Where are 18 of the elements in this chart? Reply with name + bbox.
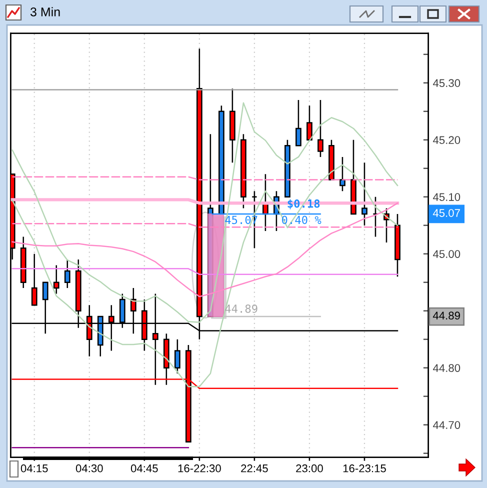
y-tick-label: 45.20 (433, 136, 460, 144)
y-tick-label: 44.80 (433, 364, 460, 372)
x-tick-label: 16-23:15 (343, 464, 386, 472)
x-tick-label: 04:30 (76, 464, 103, 472)
x-tick-label: 16-22:30 (178, 464, 221, 472)
text: 44.89 (432, 312, 460, 320)
x-tick-label: 04:15 (20, 464, 48, 472)
annotation: $0.18 (288, 199, 320, 210)
y-tick-label: 45.10 (433, 193, 460, 201)
x-tick-label: 04:45 (130, 464, 158, 472)
annotation: 0.40 % (282, 216, 322, 224)
y-tick-label: 45.30 (433, 79, 460, 88)
y-tick-label: 44.70 (433, 421, 460, 429)
x-tick-label: 22:45 (241, 464, 268, 472)
text: 45.07 (432, 209, 460, 217)
chart-title: 3 Min (30, 7, 60, 16)
x-tick-label: 23:00 (296, 464, 323, 472)
y-tick-label: 45.00 (433, 250, 460, 258)
